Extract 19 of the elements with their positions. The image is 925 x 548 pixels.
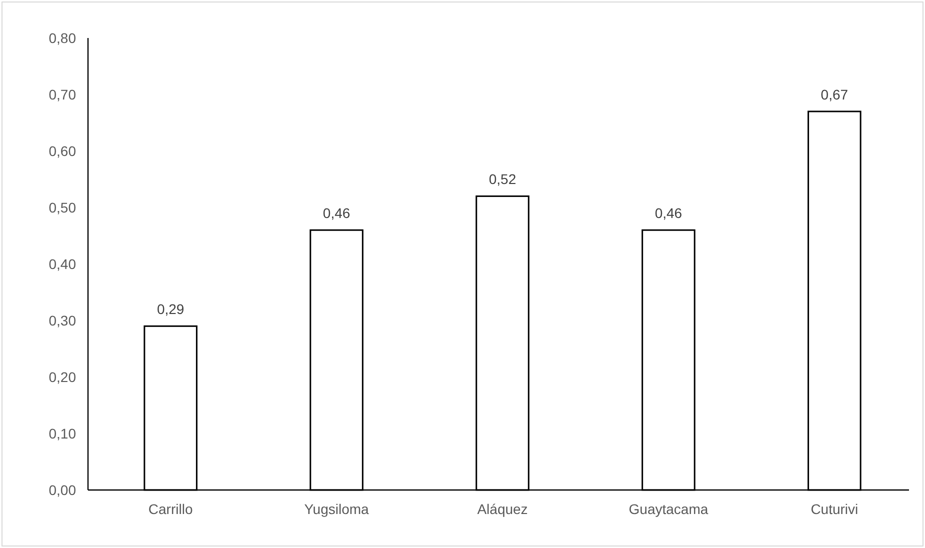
data-label: 0,29: [156, 301, 184, 318]
x-tick-label: Aláquez: [477, 501, 528, 517]
x-tick-label: Cuturivi: [810, 501, 858, 517]
y-tick-label: 0,70: [48, 86, 76, 102]
y-tick-label: 0,50: [48, 199, 76, 216]
y-tick-label: 0,10: [48, 425, 76, 442]
y-tick-label: 0,40: [48, 256, 76, 272]
data-label: 0,46: [654, 205, 682, 222]
y-tick-label: 0,80: [48, 30, 76, 46]
y-tick-label: 0,30: [48, 312, 76, 328]
x-tick-label: Yugsiloma: [304, 501, 370, 517]
x-tick-label: Guaytacama: [628, 501, 708, 517]
x-tick-label: Carrillo: [148, 501, 193, 517]
y-tick-label: 0,60: [48, 142, 76, 159]
data-label: 0,46: [322, 205, 350, 222]
y-tick-label: 0,00: [48, 482, 76, 498]
data-label: 0,67: [820, 86, 848, 102]
data-label: 0,52: [488, 171, 516, 188]
y-tick-label: 0,20: [48, 368, 76, 385]
